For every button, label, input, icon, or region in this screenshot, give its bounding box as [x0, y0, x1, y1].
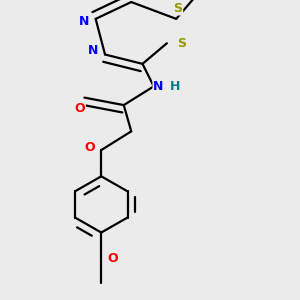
- Text: O: O: [85, 141, 95, 154]
- Text: S: S: [174, 2, 183, 15]
- Text: N: N: [88, 44, 98, 57]
- Text: H: H: [169, 80, 180, 93]
- Text: N: N: [79, 15, 89, 28]
- Text: O: O: [107, 252, 118, 265]
- Text: O: O: [75, 102, 85, 115]
- Text: N: N: [153, 80, 164, 93]
- Text: S: S: [177, 37, 186, 50]
